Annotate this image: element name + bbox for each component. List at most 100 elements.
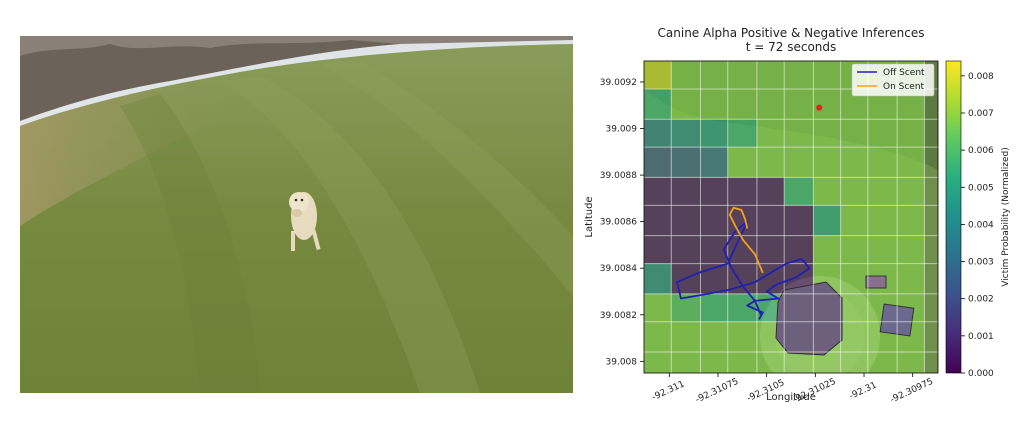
colorbar-label: Victim Probability (Normalized) <box>1001 147 1011 287</box>
heatmap-cell <box>897 119 925 148</box>
heatmap-cell <box>700 293 728 322</box>
colorbar-tick-label: 0.008 <box>968 72 994 82</box>
colorbar-tick-label: 0.006 <box>968 146 994 156</box>
heatmap-cell <box>671 88 701 120</box>
heatmap-cell <box>756 147 785 178</box>
colorbar-tick-label: 0.005 <box>968 183 994 193</box>
heatmap-cell <box>727 177 757 206</box>
heatmap-cell <box>644 321 672 353</box>
heatmap-cell <box>700 61 728 89</box>
heatmap-cell <box>813 235 841 264</box>
heatmap-cell <box>897 205 925 236</box>
heatmap-cell <box>813 61 841 89</box>
heatmap-cell <box>784 147 814 178</box>
y-tick-label: 39.0082 <box>600 311 637 321</box>
colorbar-tick-label: 0.000 <box>968 369 994 379</box>
heatmap-cell <box>671 352 701 373</box>
heatmap-cell <box>644 61 672 89</box>
heatmap-cell <box>784 205 814 236</box>
y-tick-label: 39.008 <box>606 357 638 367</box>
heatmap-cell <box>644 147 672 178</box>
heatmap-cell <box>644 177 672 206</box>
heatmap-cell <box>700 352 728 373</box>
heatmap-cell <box>813 352 841 373</box>
y-axis-ticks: 39.0092 39.009 39.0088 39.0086 39.0084 39.008… <box>600 78 644 367</box>
legend-label-off-scent: Off Scent <box>883 68 925 78</box>
heatmap-cell <box>813 205 841 236</box>
heatmap-cell <box>727 352 757 373</box>
heatmap-cell <box>840 321 868 353</box>
chart-title: Canine Alpha Positive & Negative Inferen… <box>658 26 925 40</box>
heatmap-cell <box>756 119 785 148</box>
heatmap-cell <box>644 293 672 322</box>
heatmap-cell <box>671 61 701 89</box>
colorbar <box>945 60 962 374</box>
heatmap-cell <box>867 235 898 264</box>
x-axis-label: Longitude <box>766 392 816 403</box>
heatmap-cell <box>644 235 672 264</box>
heatmap-cell <box>671 321 701 353</box>
victim-marker <box>816 104 823 111</box>
heatmap-cell <box>867 119 898 148</box>
heatmap-cell <box>644 352 672 373</box>
colorbar-tick-label: 0.004 <box>968 220 994 230</box>
heatmap-cell <box>727 61 757 89</box>
chart-subtitle: t = 72 seconds <box>746 40 837 54</box>
legend: Off Scent On Scent <box>851 63 935 97</box>
camera-photo <box>20 36 573 393</box>
heatmap-cell <box>644 263 672 294</box>
x-tick-label: -92.30975 <box>889 377 935 406</box>
heatmap-cell <box>671 147 701 178</box>
heatmap-cell <box>840 235 868 264</box>
dog-tracks <box>676 104 823 320</box>
y-tick-label: 39.0086 <box>600 218 637 228</box>
heatmap-cell <box>784 119 814 148</box>
colorbar-tick-label: 0.001 <box>968 332 994 342</box>
colorbar-tick-label: 0.003 <box>968 258 994 268</box>
x-tick-label: -92.31075 <box>694 377 740 406</box>
heatmap-cell <box>700 119 728 148</box>
heatmap-cell <box>897 263 925 294</box>
y-tick-label: 39.009 <box>606 125 638 135</box>
heatmap-cell <box>727 147 757 178</box>
heatmap-cell <box>840 205 868 236</box>
grid-lines <box>644 61 938 373</box>
heatmap-cell <box>784 61 814 89</box>
heatmap-cell <box>784 88 814 120</box>
dog-figure <box>289 192 321 251</box>
field-photo-drawing <box>20 36 573 393</box>
heatmap-cell <box>897 352 925 373</box>
plot-frame <box>643 60 939 374</box>
y-tick-label: 39.0084 <box>600 264 637 274</box>
y-axis-label: Latitude <box>584 196 595 237</box>
heatmap-cell <box>644 88 672 120</box>
colorbar-tick-label: 0.002 <box>968 295 994 305</box>
heatmap-cell <box>671 235 701 264</box>
heatmap-cell <box>727 321 757 353</box>
heatmap-chart: Canine Alpha Positive & Negative Inferen… <box>580 20 1024 410</box>
heatmap-cell <box>756 177 785 206</box>
heatmap-cell <box>840 263 868 294</box>
heatmap-cell <box>700 321 728 353</box>
heatmap-cell <box>756 61 785 89</box>
heatmap-cell <box>671 205 701 236</box>
series-line-off-scent <box>676 220 811 320</box>
heatmap-cell <box>840 177 868 206</box>
heatmap-cell <box>671 119 701 148</box>
heatmap-cell <box>867 205 898 236</box>
heatmap-cell <box>727 119 757 148</box>
heatmap-cell <box>840 293 868 322</box>
heatmap-cell <box>700 88 728 120</box>
heatmap-cell <box>813 88 841 120</box>
heatmap-cell <box>867 147 898 178</box>
colorbar-ticks: 0.000 0.001 0.002 0.003 0.004 0.005 0.006 0.007… <box>961 72 994 379</box>
heatmap-cell <box>784 352 814 373</box>
heatmap-cell <box>700 205 728 236</box>
y-tick-label: 39.0088 <box>600 171 637 181</box>
y-tick-label: 39.0092 <box>600 78 637 88</box>
heatmap-cell <box>756 235 785 264</box>
heatmap-cell <box>813 119 841 148</box>
heatmap-cell <box>813 147 841 178</box>
heatmap-cell <box>897 177 925 206</box>
heatmap-cell <box>727 88 757 120</box>
